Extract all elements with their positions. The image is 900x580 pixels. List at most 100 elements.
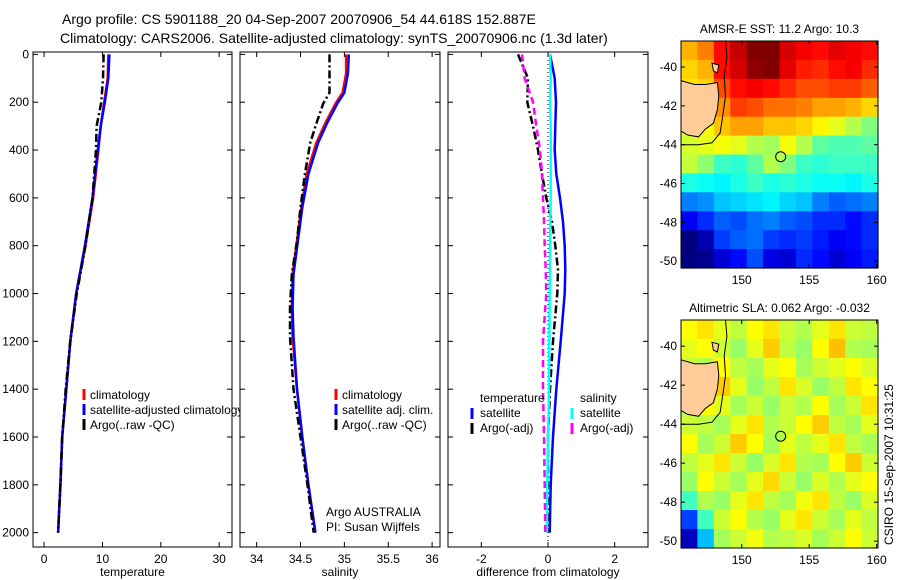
legend-label: satellite xyxy=(480,406,521,420)
shelf-contour xyxy=(681,319,728,425)
figure-title-line1: Argo profile: CS 5901188_20 04-Sep-2007 … xyxy=(62,11,536,27)
x-tick-label: 30 xyxy=(212,552,226,566)
heatmap-cell xyxy=(861,415,879,435)
map-title: AMSR-E SST: 11.2 Argo: 10.3 xyxy=(700,22,860,36)
heatmap-cell xyxy=(779,211,797,231)
heatmap-cell xyxy=(812,230,830,250)
y-tick-label: 0 xyxy=(22,47,29,61)
land-tasmania xyxy=(680,79,720,138)
heatmap-cell xyxy=(763,249,781,269)
heatmap-cell xyxy=(746,434,764,454)
heatmap-cell xyxy=(730,491,748,511)
heatmap-cell xyxy=(746,339,764,359)
heatmap-cell xyxy=(730,358,748,378)
heatmap-cell xyxy=(730,41,748,61)
heatmap-cell xyxy=(828,97,846,118)
heatmap-cell xyxy=(861,396,879,416)
land-island xyxy=(711,62,720,74)
heatmap-cell xyxy=(763,97,781,118)
heatmap-cell xyxy=(812,510,830,530)
heatmap-cell xyxy=(845,472,863,492)
heatmap-cell xyxy=(828,154,846,174)
heatmap-cell xyxy=(763,491,781,511)
heatmap-cell xyxy=(681,434,698,454)
heatmap-cell xyxy=(795,97,813,118)
heatmap-cell xyxy=(828,472,846,492)
legend-label: climatology xyxy=(90,388,150,402)
heatmap-cell xyxy=(779,529,797,549)
heatmap-cell xyxy=(746,211,764,231)
heatmap-cell xyxy=(681,154,698,174)
heatmap-cell xyxy=(828,41,846,61)
heatmap-cell xyxy=(828,377,846,397)
heatmap-cell xyxy=(795,192,813,212)
heatmap-cell xyxy=(779,510,797,530)
heatmap-cell xyxy=(713,396,731,416)
heatmap-cell xyxy=(746,320,764,340)
heatmap-cell xyxy=(795,173,813,193)
heatmap-cell xyxy=(812,453,830,473)
temperature-panel: 0 10 20 30 0 200 400 600 800 1000 1200 1400 1600 1800… xyxy=(2,47,243,579)
heatmap-cell xyxy=(697,154,715,174)
heatmap-cell xyxy=(713,41,731,61)
heatmap-cell xyxy=(697,173,715,193)
lat-tick-label: -46 xyxy=(660,177,678,191)
land-tasmania xyxy=(680,359,720,417)
lat-tick-label: -42 xyxy=(660,99,678,113)
heatmap-cell xyxy=(861,230,879,250)
heatmap-cell xyxy=(681,415,698,435)
lat-tick-label: -48 xyxy=(660,215,678,229)
heatmap-cell xyxy=(845,97,863,118)
heatmap-cell xyxy=(779,249,797,269)
heatmap-cell xyxy=(713,510,731,530)
legend-label: Argo(..raw -QC) xyxy=(90,418,175,432)
y-tick-label: 600 xyxy=(9,191,29,205)
heatmap-cell xyxy=(746,78,764,99)
heatmap-cell xyxy=(697,230,715,250)
heatmap-cell xyxy=(812,377,830,397)
heatmap-cell xyxy=(763,434,781,454)
heatmap-cell xyxy=(763,339,781,359)
heatmap-cell xyxy=(845,491,863,511)
heatmap-cell xyxy=(828,510,846,530)
heatmap-cell xyxy=(828,249,846,269)
heatmap-cell xyxy=(763,472,781,492)
heatmap-cell xyxy=(746,59,764,80)
heatmap-cell xyxy=(746,192,764,212)
heatmap-cell xyxy=(845,135,863,156)
heatmap-cell xyxy=(763,529,781,549)
heatmap-cell xyxy=(697,211,715,231)
heatmap-cell xyxy=(763,415,781,435)
heatmap-cell xyxy=(861,135,879,156)
heatmap-cell xyxy=(779,491,797,511)
heatmap-cell xyxy=(746,249,764,269)
heatmap-cell xyxy=(861,358,879,378)
heatmap-cell xyxy=(746,173,764,193)
heatmap-cell xyxy=(861,339,879,359)
heatmap-cell xyxy=(861,434,879,454)
heatmap-cell xyxy=(779,396,797,416)
heatmap-cell xyxy=(730,154,748,174)
lat-tick-label: -44 xyxy=(660,417,678,431)
heatmap-cell xyxy=(746,453,764,473)
legend-label: satellite xyxy=(580,406,621,420)
y-tick-label: 1400 xyxy=(2,382,29,396)
heatmap-cell xyxy=(697,249,715,269)
heatmap-cell xyxy=(697,491,715,511)
heatmap-cell xyxy=(763,377,781,397)
heatmap-cell xyxy=(763,173,781,193)
heatmap-cell xyxy=(713,472,731,492)
heatmap-cell xyxy=(697,320,715,340)
heatmap-cell xyxy=(795,434,813,454)
heatmap-cell xyxy=(697,415,715,435)
heatmap-cell xyxy=(746,116,764,137)
heatmap-cell xyxy=(730,415,748,435)
heatmap-cell xyxy=(681,192,698,212)
heatmap-cell xyxy=(845,339,863,359)
heatmap-cell xyxy=(861,529,879,549)
heatmap-cell xyxy=(861,453,879,473)
heatmap-cell xyxy=(861,192,879,212)
heatmap-cell xyxy=(730,434,748,454)
heatmap-cell xyxy=(681,472,698,492)
heatmap-cell xyxy=(730,320,748,340)
